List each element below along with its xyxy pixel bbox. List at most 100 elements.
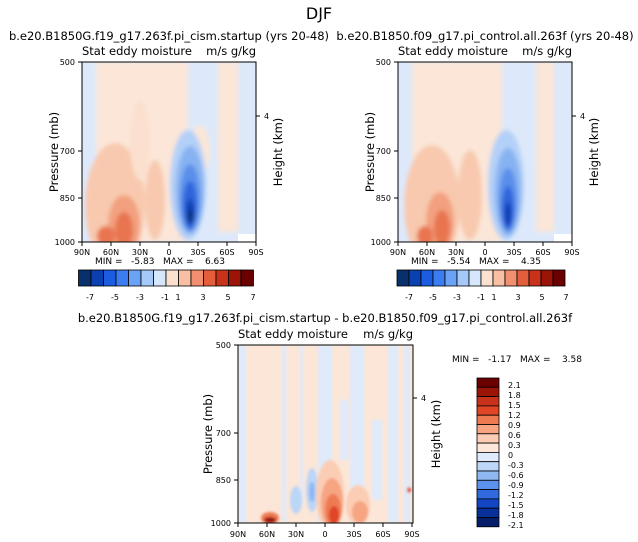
colorbar-swatch <box>178 269 192 287</box>
colorbar-label: 0.6 <box>508 431 521 440</box>
panel-3-colorbar <box>476 377 500 528</box>
colorbar-swatch <box>476 433 500 444</box>
colorbar-swatch <box>240 269 254 287</box>
panel-3: b.e20.B1850G.f19_g17.263f.pi_cism.startu… <box>78 311 582 539</box>
colorbar-swatch <box>432 269 446 287</box>
colorbar-label: 7 <box>250 293 255 302</box>
colorbar-swatch <box>396 269 410 287</box>
colorbar-swatch <box>190 269 204 287</box>
colorbar-swatch <box>540 269 554 287</box>
colorbar-swatch <box>476 442 500 453</box>
colorbar-label: 3 <box>515 293 520 302</box>
colorbar-label: 1.2 <box>508 411 521 420</box>
y-tick: 700 <box>376 147 391 156</box>
x-tick: 30N <box>288 530 304 539</box>
colorbar-swatch <box>456 269 470 287</box>
y-tick: 500 <box>216 341 231 350</box>
colorbar-swatch <box>476 377 500 388</box>
colorbar-label: -7 <box>405 293 413 302</box>
colorbar-swatch <box>476 498 500 509</box>
colorbar-swatch <box>476 461 500 472</box>
x-tick: 0 <box>322 530 327 539</box>
panel-2-ylabel-right: Height (km) <box>587 118 601 187</box>
panel-2-field <box>398 62 572 242</box>
colorbar-label: -3 <box>136 293 144 302</box>
panel-3-units: m/s g/kg <box>363 327 413 341</box>
panel-2-colorbar <box>396 269 566 287</box>
colorbar-label: 0 <box>508 451 513 460</box>
y-tick: 700 <box>216 429 231 438</box>
page-title: DJF <box>306 4 332 23</box>
colorbar-label: -0.9 <box>508 481 524 490</box>
x-tick: 60S <box>219 248 234 257</box>
colorbar-swatch <box>78 269 92 287</box>
colorbar-label: -7 <box>86 293 94 302</box>
x-tick: 90S <box>248 248 263 257</box>
colorbar-swatch <box>476 479 500 490</box>
y-tick: 500 <box>376 58 391 67</box>
y-tick: 1000 <box>371 238 391 247</box>
panel-3-field <box>238 345 413 523</box>
panel-3-minmax: MIN = -1.17 MAX = 3.58 <box>452 355 582 365</box>
colorbar-swatch <box>408 269 422 287</box>
panel-1-title: b.e20.B1850G.f19_g17.263f.pi_cism.startu… <box>9 29 329 43</box>
panel-1-minmax: MIN = -5.83 MAX = 6.63 <box>95 257 225 267</box>
colorbar-label: 1 <box>175 293 180 302</box>
colorbar-swatch <box>476 424 500 435</box>
x-tick: 0 <box>166 248 171 257</box>
colorbar-label: -2.1 <box>508 521 524 530</box>
x-tick: 30S <box>346 530 361 539</box>
colorbar-swatch <box>420 269 434 287</box>
y-tick: 500 <box>60 58 75 67</box>
y-tick: 1000 <box>211 519 231 528</box>
colorbar-label: 7 <box>563 293 568 302</box>
colorbar-swatch <box>444 269 458 287</box>
panel-1-ylabel: Pressure (mb) <box>47 112 61 192</box>
x-tick: 60S <box>375 530 390 539</box>
colorbar-swatch <box>476 396 500 407</box>
panel-2: b.e20.B1850.f09_g17.pi_control.all.263f … <box>336 29 633 302</box>
y-tick: 700 <box>60 147 75 156</box>
colorbar-label: 0.9 <box>508 421 521 430</box>
colorbar-label: -1.2 <box>508 491 524 500</box>
x-tick: 60N <box>259 530 275 539</box>
colorbar-label: -1 <box>161 293 169 302</box>
x-tick: 60S <box>535 248 550 257</box>
x-tick: 90S <box>564 248 579 257</box>
colorbar-swatch <box>103 269 117 287</box>
y-tick: 850 <box>60 194 75 203</box>
x-tick: 30S <box>190 248 205 257</box>
colorbar-label: 1.8 <box>508 391 521 400</box>
colorbar-label: -3 <box>453 293 461 302</box>
colorbar-swatch <box>476 517 500 528</box>
right-tick: 4 <box>580 112 585 121</box>
colorbar-label: 0.3 <box>508 441 521 450</box>
colorbar-label: 1.5 <box>508 401 521 410</box>
right-tick: 4 <box>264 112 269 121</box>
colorbar-label: -0.6 <box>508 471 524 480</box>
colorbar-label: 1 <box>491 293 496 302</box>
panel-3-title: b.e20.B1850G.f19_g17.263f.pi_cism.startu… <box>78 311 573 325</box>
x-tick: 30S <box>506 248 521 257</box>
panel-1: b.e20.B1850G.f19_g17.263f.pi_cism.startu… <box>9 29 329 302</box>
colorbar-swatch <box>165 269 179 287</box>
panel-1-variable: Stat eddy moisture <box>82 44 192 58</box>
colorbar-swatch <box>203 269 217 287</box>
x-tick: 90N <box>74 248 90 257</box>
y-tick: 850 <box>216 476 231 485</box>
colorbar-swatch <box>480 269 494 287</box>
colorbar-swatch <box>468 269 482 287</box>
panel-1-colorbar <box>78 269 254 287</box>
y-tick: 1000 <box>55 238 75 247</box>
colorbar-swatch <box>476 405 500 416</box>
colorbar-label: -5 <box>111 293 119 302</box>
colorbar-swatch <box>528 269 542 287</box>
colorbar-label: 5 <box>539 293 544 302</box>
colorbar-swatch <box>115 269 129 287</box>
x-tick: 90N <box>390 248 406 257</box>
panel-1-units: m/s g/kg <box>206 44 256 58</box>
colorbar-label: -1.5 <box>508 501 524 510</box>
panel-3-ylabel: Pressure (mb) <box>201 394 215 474</box>
colorbar-swatch <box>516 269 530 287</box>
